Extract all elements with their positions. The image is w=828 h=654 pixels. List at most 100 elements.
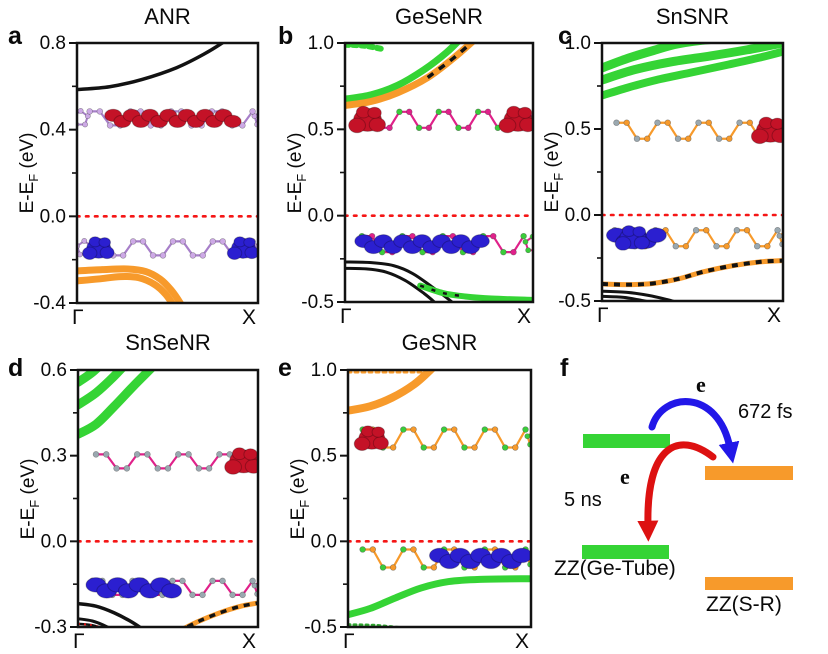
x-tick-X: X [242, 630, 257, 653]
x-tick-gamma: Γ [597, 304, 609, 327]
panel-letter-d: d [8, 354, 24, 382]
band [603, 289, 675, 300]
band-dash-overlay [426, 44, 473, 79]
band [79, 371, 155, 439]
y-tick-label: -0.5 [304, 617, 337, 638]
band [78, 272, 176, 302]
x-tick-gamma: Γ [343, 630, 355, 653]
band [78, 44, 224, 92]
band [603, 44, 712, 73]
panel-title-e: GeSNR [401, 330, 478, 355]
panel-title-d: SnSeNR [125, 330, 211, 355]
x-tick-X: X [242, 306, 257, 329]
transfer-time-slow: 5 ns [564, 489, 602, 511]
y-tick-label: -0.3 [34, 617, 67, 638]
band [79, 617, 109, 626]
x-tick-gamma: Γ [340, 305, 352, 328]
donor-excited-level [583, 434, 670, 448]
donor-ground-level [582, 545, 669, 559]
fast-electron-transfer [648, 398, 740, 464]
band [603, 258, 782, 288]
band [79, 371, 126, 410]
y-tick-label: 0.0 [311, 531, 337, 552]
orbital-inset [92, 447, 257, 475]
y-tick-label: 0.6 [41, 360, 67, 381]
y-tick-label: 0.8 [40, 33, 66, 54]
band-dash-overlay [79, 622, 100, 626]
band [346, 260, 454, 301]
band [417, 282, 532, 301]
panel-e: e GeSNR E-EF (eV) 1.0 0.5 0.0 -0.5 Γ X [270, 330, 555, 654]
y-tick-label: 0.0 [40, 206, 66, 227]
transfer-time-fast: 672 fs [738, 401, 793, 423]
orbital-inset [359, 546, 530, 571]
y-tick-label: 1.0 [311, 360, 337, 381]
band [349, 575, 530, 619]
panel-title-b: GeSeNR [394, 4, 484, 29]
y-tick-label: 1.0 [308, 33, 334, 54]
orbital-inset [78, 236, 257, 260]
panel-letter-c: c [558, 22, 572, 50]
orbital-inset [78, 108, 257, 129]
band-plot-e: 1.0 0.5 0.0 -0.5 [304, 360, 533, 638]
band [349, 371, 435, 415]
y-tick-label: -0.5 [558, 291, 591, 312]
y-tick-label: 0.5 [565, 119, 591, 140]
orbital-inset [353, 425, 530, 451]
y-tick-label: 0.5 [308, 119, 334, 140]
orbital-inset [348, 105, 532, 134]
electron-label-fast: e [696, 372, 706, 397]
y-tick-label: 0.0 [41, 531, 67, 552]
panel-a: a ANR E-EF (eV) 0.8 0.4 0.0 -0.4 Γ X [0, 0, 270, 330]
band [346, 44, 461, 103]
band [346, 266, 436, 301]
y-tick-label: -0.5 [301, 292, 334, 313]
x-tick-X: X [515, 630, 530, 653]
panel-b: b GeSeNR E-EF (eV) 1.0 0.5 0.0 -0.5 Γ X [270, 0, 555, 330]
y-tick-label: 0.0 [308, 206, 334, 227]
acceptor-label: ZZ(S-R) [706, 593, 782, 616]
panel-letter-f: f [560, 354, 569, 382]
band [603, 47, 782, 100]
y-tick-label: 1.0 [565, 33, 591, 54]
band-plot-c: 1.0 0.5 0.0 -0.5 [558, 33, 785, 312]
band-plot-b: 1.0 0.5 0.0 -0.5 [301, 33, 535, 313]
x-tick-X: X [767, 304, 782, 327]
band [349, 623, 399, 626]
band [603, 44, 782, 85]
band-dash-overlay [603, 258, 782, 287]
band-plot-a: 0.8 0.4 0.0 -0.4 [33, 33, 260, 314]
plot-frame [75, 41, 260, 305]
slow-electron-transfer [637, 441, 717, 542]
panel-f: f e 672 fs e 5 ns ZZ(Ge-Tube) ZZ(S-R) [550, 330, 828, 654]
panel-letter-b: b [278, 22, 294, 50]
orbital-inset [85, 577, 257, 599]
y-tick-label: -0.4 [33, 293, 66, 314]
band [346, 44, 386, 53]
panel-letter-e: e [278, 354, 292, 382]
band [603, 294, 647, 300]
panel-c: c SnSNR E-EF (eV) 1.0 0.5 0.0 -0.5 Γ X [542, 0, 828, 330]
charge-transfer-diagram [582, 398, 793, 590]
band [79, 371, 101, 387]
electron-label-slow: e [620, 464, 630, 489]
acceptor-excited-level [705, 466, 793, 480]
panel-title-c: SnSNR [655, 4, 730, 29]
acceptor-ground-level [705, 577, 793, 590]
panel-d: d SnSeNR E-EF (eV) 0.6 0.3 0.0 -0.3 Γ X [0, 330, 270, 654]
orbital-inset [605, 225, 782, 251]
x-tick-gamma: Γ [73, 630, 85, 653]
donor-label: ZZ(Ge-Tube) [554, 557, 676, 580]
band-plot-d: 0.6 0.3 0.0 -0.3 [34, 360, 260, 638]
orbital-inset [354, 232, 532, 256]
y-tick-label: 0.5 [311, 446, 337, 467]
x-tick-X: X [517, 305, 532, 328]
y-tick-label: 0.3 [41, 446, 67, 467]
x-tick-gamma: Γ [72, 306, 84, 329]
y-tick-label: 0.4 [40, 120, 67, 141]
panel-title-a: ANR [144, 4, 191, 29]
panel-letter-a: a [8, 22, 22, 50]
band-dash-overlay [185, 601, 257, 626]
orbital-inset [613, 116, 782, 145]
